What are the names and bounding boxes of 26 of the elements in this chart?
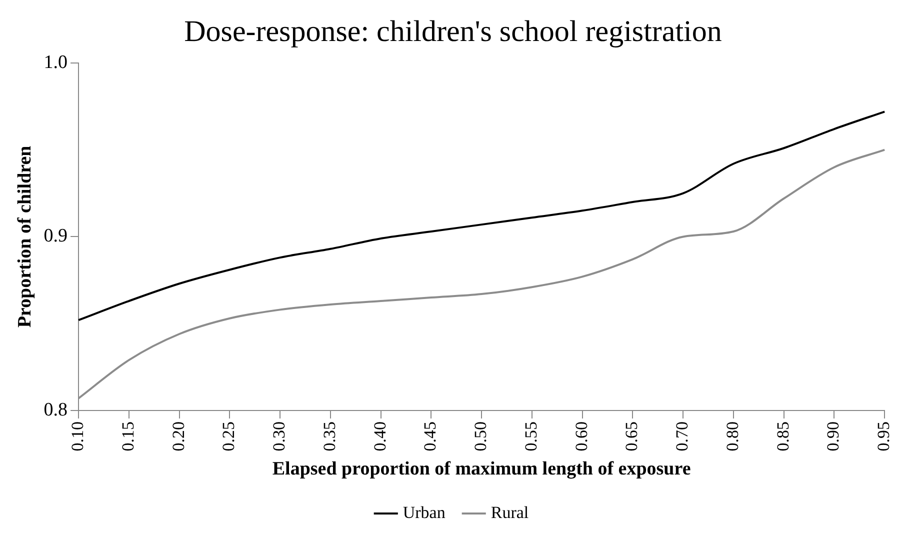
x-tick-label: 0.85 <box>773 421 792 452</box>
x-tick-label: 0.90 <box>824 421 843 452</box>
x-tick-label: 0.30 <box>270 421 289 452</box>
legend-label: Rural <box>490 502 529 522</box>
x-axis-title: Elapsed proportion of maximum length of exposure <box>272 458 691 480</box>
x-tick-label: 0.65 <box>622 421 642 452</box>
x-tick-label: 0.10 <box>68 421 88 452</box>
x-tick-label: 0.60 <box>572 421 591 452</box>
x-tick-label: 0.45 <box>420 421 440 452</box>
y-tick-label: 1.0 <box>44 52 68 73</box>
x-tick-label: 0.50 <box>471 421 490 452</box>
x-tick-label: 0.70 <box>672 421 692 452</box>
x-tick-label: 0.40 <box>370 421 390 452</box>
x-tick-label: 0.15 <box>118 421 138 452</box>
chart-title: Dose-response: children's school registration <box>184 14 722 48</box>
x-tick-label: 0.95 <box>874 421 894 452</box>
legend-label: Urban <box>402 502 446 522</box>
y-tick-label: 0.9 <box>44 226 68 247</box>
y-axis-title: Proportion of children <box>14 145 36 328</box>
x-tick-label: 0.35 <box>320 421 339 452</box>
x-tick-label: 0.20 <box>168 421 188 452</box>
y-tick-label: 0.8 <box>44 399 68 420</box>
x-tick-label: 0.25 <box>219 421 238 452</box>
line-series <box>78 110 886 322</box>
x-tick-label: 0.55 <box>521 421 540 452</box>
x-tick-label: 0.80 <box>722 421 742 452</box>
